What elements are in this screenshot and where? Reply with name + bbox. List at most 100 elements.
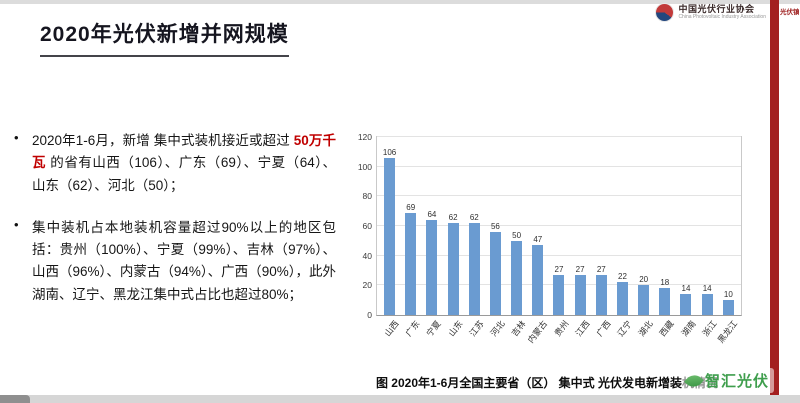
bullet1-text: 2020年1-6月，新增 集中式装机接近或超过 50万千瓦 的省有山西（106）… [32, 130, 336, 197]
x-axis-label: 黑龙江 [715, 318, 740, 345]
org-logo: 中国光伏行业协会 China Photovoltaic Industry Ass… [655, 3, 766, 22]
bar [447, 223, 459, 315]
bullet2-text: 集中装机占本地装机容量超过90%以上的地区包括：贵州（100%）、宁夏（99%）… [32, 219, 336, 302]
x-axis-label: 内蒙古 [525, 318, 550, 345]
bar-group: 27 贵州 [548, 137, 570, 338]
bullet-marker: • [14, 216, 19, 232]
right-accent-bar [770, 0, 779, 403]
bar-value-label: 50 [512, 230, 522, 240]
y-axis-tick: 20 [362, 280, 372, 291]
bar-group: 14 浙江 [697, 137, 718, 338]
x-axis-label: 西藏 [657, 318, 677, 339]
x-axis-label: 江苏 [467, 318, 486, 339]
bar [405, 212, 417, 315]
bar-group: 10 黑龙江 [716, 137, 740, 345]
bar [722, 300, 734, 315]
bar-value-label: 69 [406, 202, 416, 212]
y-axis-tick: 0 [367, 310, 372, 320]
bar-value-label: 18 [660, 278, 670, 288]
cpia-logo-icon [655, 3, 675, 22]
chart-bars: 106 山西 69 广东 64 宁夏 62 山东 62 江苏 56 河北 50 吉林 47 内蒙古 27 贵州 27… [379, 137, 740, 345]
bar [384, 157, 396, 315]
x-axis-label: 湖南 [678, 318, 698, 339]
x-axis-label: 河北 [488, 318, 507, 339]
bar [595, 274, 607, 315]
bullet-marker: • [14, 130, 19, 145]
bar-value-label: 14 [702, 284, 712, 294]
bullet-list: • 2020年1-6月，新增 集中式装机接近或超过 50万千瓦 的省有山西（10… [14, 130, 336, 326]
x-axis-label: 贵州 [551, 318, 571, 339]
x-axis-label: 湖北 [636, 318, 655, 339]
bar-value-label: 106 [382, 147, 397, 157]
bar [701, 294, 713, 315]
y-axis-tick: 80 [362, 191, 372, 202]
bar [511, 240, 523, 315]
bar-group: 20 湖北 [633, 137, 655, 338]
bullet-item-2: • 集中装机占本地装机容量超过90%以上的地区包括：贵州（100%）、宁夏（99… [14, 217, 336, 306]
y-axis-tick: 60 [362, 221, 372, 231]
bullet-item-1: • 2020年1-6月，新增 集中式装机接近或超过 50万千瓦 的省有山西（10… [14, 130, 336, 197]
bar-chart: 106 山西 69 广东 64 宁夏 62 山东 62 江苏 56 河北 50 吉林 47 内蒙古 27 贵州 27… [346, 122, 748, 372]
bar [574, 274, 586, 315]
bar-value-label: 62 [469, 213, 479, 223]
bar-group: 22 辽宁 [612, 137, 633, 338]
bar [532, 245, 544, 315]
bar-value-label: 64 [427, 210, 437, 220]
y-axis-tick: 120 [357, 132, 372, 142]
gridline [377, 165, 741, 167]
x-axis-label: 山西 [382, 318, 401, 339]
x-axis-label: 广西 [594, 318, 613, 339]
gridline [377, 136, 741, 137]
bar-value-label: 56 [490, 221, 500, 231]
bar [659, 288, 671, 315]
bar-group: 62 江苏 [464, 137, 485, 338]
bar [553, 274, 565, 315]
bar [616, 282, 628, 315]
bar [426, 220, 438, 315]
gridline [377, 225, 741, 226]
bar-group: 106 山西 [379, 137, 400, 338]
bar-value-label: 62 [448, 213, 458, 223]
org-logo-text: 中国光伏行业协会 China Photovoltaic Industry Ass… [678, 4, 766, 20]
watermark: 智汇光伏 [681, 368, 774, 393]
top-border [0, 0, 800, 4]
bar [638, 285, 650, 315]
bar-value-label: 20 [639, 275, 649, 285]
x-axis-label: 江西 [572, 318, 592, 339]
bar [468, 223, 480, 315]
gridline [377, 195, 741, 197]
y-axis-tick: 40 [362, 250, 372, 261]
chart-plot: 106 山西 69 广东 64 宁夏 62 山东 62 江苏 56 河北 50 吉林 47 内蒙古 27 贵州 27… [358, 133, 742, 345]
x-axis-label: 山东 [445, 318, 465, 339]
bar [680, 294, 692, 315]
x-axis-label: 广东 [403, 318, 422, 339]
bar-value-label: 14 [681, 284, 691, 294]
bar-group: 56 河北 [485, 137, 506, 338]
bottom-border [0, 395, 800, 403]
y-axis-tick: 100 [357, 161, 372, 172]
bullet1-text-post: 的省有山西（106）、广东（69）、宁夏（64）、山东（62）、河北（50）； [32, 155, 337, 193]
bar-value-label: 47 [533, 235, 543, 245]
bar-group: 50 吉林 [506, 137, 527, 338]
bar-group: 47 内蒙古 [525, 137, 549, 345]
channel-label: 光伏镇 [780, 9, 799, 16]
watermark-text: 智汇光伏 [704, 373, 769, 390]
bar-group: 14 湖南 [675, 137, 697, 338]
bar-group: 18 西藏 [654, 137, 676, 338]
bar-group: 62 山东 [443, 137, 464, 338]
bar-group: 64 宁夏 [421, 137, 443, 338]
bar-value-label: 10 [723, 290, 733, 300]
bar-value-label: 27 [554, 264, 564, 274]
bar-group: 27 江西 [570, 137, 591, 338]
slide-title: 2020年光伏新增并网规模 [40, 18, 289, 57]
bar-group: 69 广东 [400, 137, 422, 339]
org-name-en: China Photovoltaic Industry Association [678, 13, 766, 20]
chart-caption: 图 2020年1-6月全国主要省（区） 集中式 光伏发电新增装机情况 [375, 376, 719, 390]
org-name: 中国光伏行业协会 [678, 4, 755, 15]
x-axis-label: 辽宁 [615, 318, 634, 339]
gridline [377, 254, 741, 256]
bar-value-label: 27 [596, 264, 606, 274]
bar-value-label: 22 [618, 272, 627, 282]
bullet1-text-pre: 2020年1-6月，新增 集中式装机接近或超过 [32, 133, 294, 148]
leaf-icon [684, 370, 704, 391]
